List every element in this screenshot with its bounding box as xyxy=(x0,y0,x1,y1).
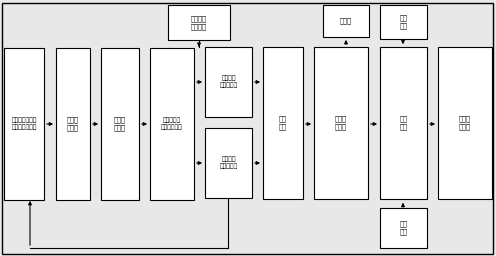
Bar xyxy=(205,128,252,198)
Text: 断路器: 断路器 xyxy=(340,18,352,24)
Bar xyxy=(438,47,492,199)
Bar xyxy=(314,47,368,199)
Text: 用源相压号测路
常电三电信检电: 用源相压号测路 常电三电信检电 xyxy=(11,118,37,130)
Text: 光电隔
离电路: 光电隔 离电路 xyxy=(67,117,79,131)
Text: 用常延电
备转用时路: 用常延电 备转用时路 xyxy=(219,157,238,169)
Text: 逻辑运
算电路: 逻辑运 算电路 xyxy=(114,117,126,131)
Bar xyxy=(205,47,252,117)
Text: 常用
电源: 常用 电源 xyxy=(399,15,408,29)
Text: 转换
电机: 转换 电机 xyxy=(279,116,287,130)
Bar xyxy=(380,208,427,248)
Bar xyxy=(56,48,90,200)
Bar xyxy=(380,47,427,199)
Bar xyxy=(263,47,303,199)
Text: 备用
电源: 备用 电源 xyxy=(399,221,408,235)
Bar xyxy=(168,5,230,40)
Text: 机械转
换机构: 机械转 换机构 xyxy=(335,116,347,130)
Text: 换机反选电
转电正转择路: 换机反选电 转电正转择路 xyxy=(161,118,183,130)
Text: 状态指
示电路: 状态指 示电路 xyxy=(459,116,471,130)
Text: 行程
开关: 行程 开关 xyxy=(399,116,408,130)
Text: 用备延电
常转用时路: 用备延电 常转用时路 xyxy=(219,76,238,88)
Bar xyxy=(4,48,44,200)
Bar xyxy=(101,48,139,200)
Bar xyxy=(380,5,427,39)
Bar xyxy=(323,5,369,37)
Text: 电路系统
电源电路: 电路系统 电源电路 xyxy=(191,15,207,30)
Bar xyxy=(150,48,194,200)
